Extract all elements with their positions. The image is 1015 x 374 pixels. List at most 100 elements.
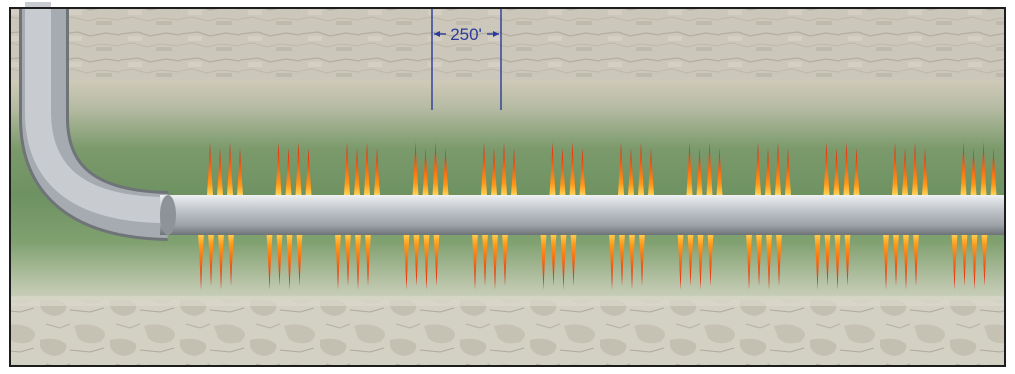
fracture [627,148,635,198]
fracture [774,142,782,198]
fracture [305,148,312,198]
lower-rock-layer [10,296,1005,366]
fracture [491,230,499,290]
fracture [579,148,586,198]
fracture [834,230,841,290]
fracture [344,230,352,286]
fracture [295,142,302,198]
fracture [980,142,987,198]
fracture [433,230,440,286]
spacing-label: 250' [450,25,482,44]
fracture [373,148,381,198]
fracture [971,230,978,290]
fracture [236,148,244,198]
fracture [677,230,684,290]
spacing-dimension: 250' [431,8,502,110]
fracture [706,142,713,198]
fracture [764,148,772,198]
fracture [961,230,968,286]
fracture [647,148,655,198]
fracture [981,230,988,286]
fracture [990,148,997,198]
fracture [471,230,479,290]
fracture [765,230,773,290]
fracture [844,230,851,286]
fracture [501,230,509,286]
fracture [412,142,419,198]
fracture [833,148,840,198]
fracture [824,230,831,286]
fracture [902,230,910,290]
fracture [560,230,567,290]
fracture [882,230,890,290]
fracture [275,142,282,198]
fracture [697,230,704,290]
fracture [442,148,449,198]
fracture [912,230,920,286]
upper-rock-layer [10,8,1005,88]
fracture [423,230,430,290]
fracture [745,230,753,290]
fracture [754,142,762,198]
fracture [617,142,625,198]
fracture [638,230,646,286]
fracture [687,230,694,286]
fracture [569,142,576,198]
diagram-frame [9,7,1006,367]
fracture [823,142,830,198]
fracture [500,142,508,198]
fracture [266,230,273,290]
fracture [853,148,860,198]
fracture [227,230,235,286]
fracture [755,230,763,286]
fracture [892,230,900,286]
fracture [422,148,429,198]
fracture [334,230,342,290]
fracture [707,230,714,286]
well-pipe [18,2,1005,241]
fracture [403,230,410,290]
fracture [628,230,636,290]
fracture [970,148,977,198]
fracture [353,148,361,198]
fracture [432,142,439,198]
fracture [343,142,351,198]
fracture [550,230,557,286]
fracture [559,148,566,198]
fracture [921,148,929,198]
fracture [490,148,498,198]
fracture [960,142,967,198]
fracture [716,148,723,198]
fracture [696,148,703,198]
fracture [276,230,283,286]
fracture [686,142,693,198]
fracture [363,142,371,198]
fracture [951,230,958,290]
fracture [549,142,556,198]
fracture [197,230,205,290]
fracture [286,230,293,290]
fracture [217,230,225,290]
fracture [216,148,224,198]
fracture [901,148,909,198]
fracture [480,142,488,198]
fracture [226,142,234,198]
fracture [911,142,919,198]
fracture [608,230,616,290]
fracture [206,142,214,198]
fracture [354,230,362,290]
fracture [296,230,303,286]
fracture [364,230,372,286]
fracture [207,230,215,286]
fracture [891,142,899,198]
fracture [413,230,420,286]
fracture [843,142,850,198]
fracture [637,142,645,198]
fracture [510,148,518,198]
fracture [784,148,792,198]
fracture [570,230,577,286]
fracture [540,230,547,290]
fracture [814,230,821,290]
fracture [775,230,783,286]
